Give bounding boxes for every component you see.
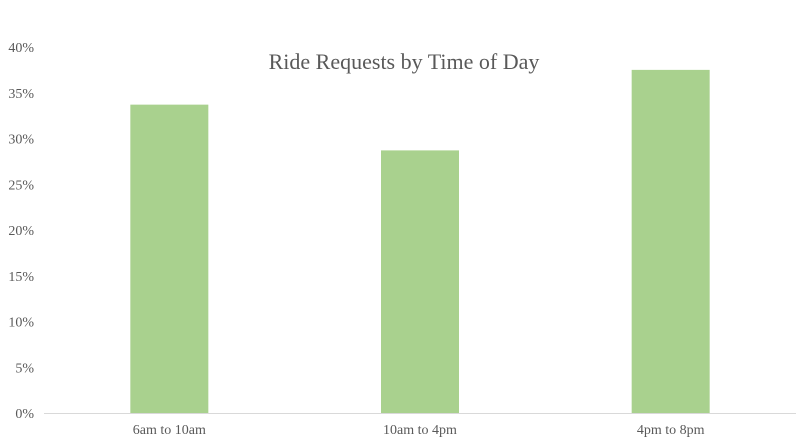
bar [381, 150, 459, 413]
x-tick-label: 4pm to 8pm [637, 423, 705, 438]
y-tick-label: 5% [15, 361, 34, 376]
y-tick-label: 0% [15, 407, 34, 422]
bar [631, 69, 710, 413]
y-tick-label: 40% [8, 41, 34, 56]
bar [130, 104, 209, 414]
x-axis-labels: 6am to 10am 10am to 4pm 4pm to 8pm [133, 423, 705, 438]
y-tick-label: 30% [8, 133, 34, 148]
bars [130, 69, 710, 414]
y-tick-label: 15% [8, 270, 34, 285]
y-tick-label: 20% [8, 224, 34, 239]
y-tick-label: 35% [8, 87, 34, 102]
y-axis-ticks: 0% 5% 10% 15% 20% 25% 30% 35% 40% [8, 41, 34, 422]
x-tick-label: 10am to 4pm [383, 423, 457, 438]
chart-title: Ride Requests by Time of Day [269, 49, 540, 74]
y-tick-label: 10% [8, 316, 34, 331]
x-tick-label: 6am to 10am [133, 423, 206, 438]
y-tick-label: 25% [8, 178, 34, 193]
